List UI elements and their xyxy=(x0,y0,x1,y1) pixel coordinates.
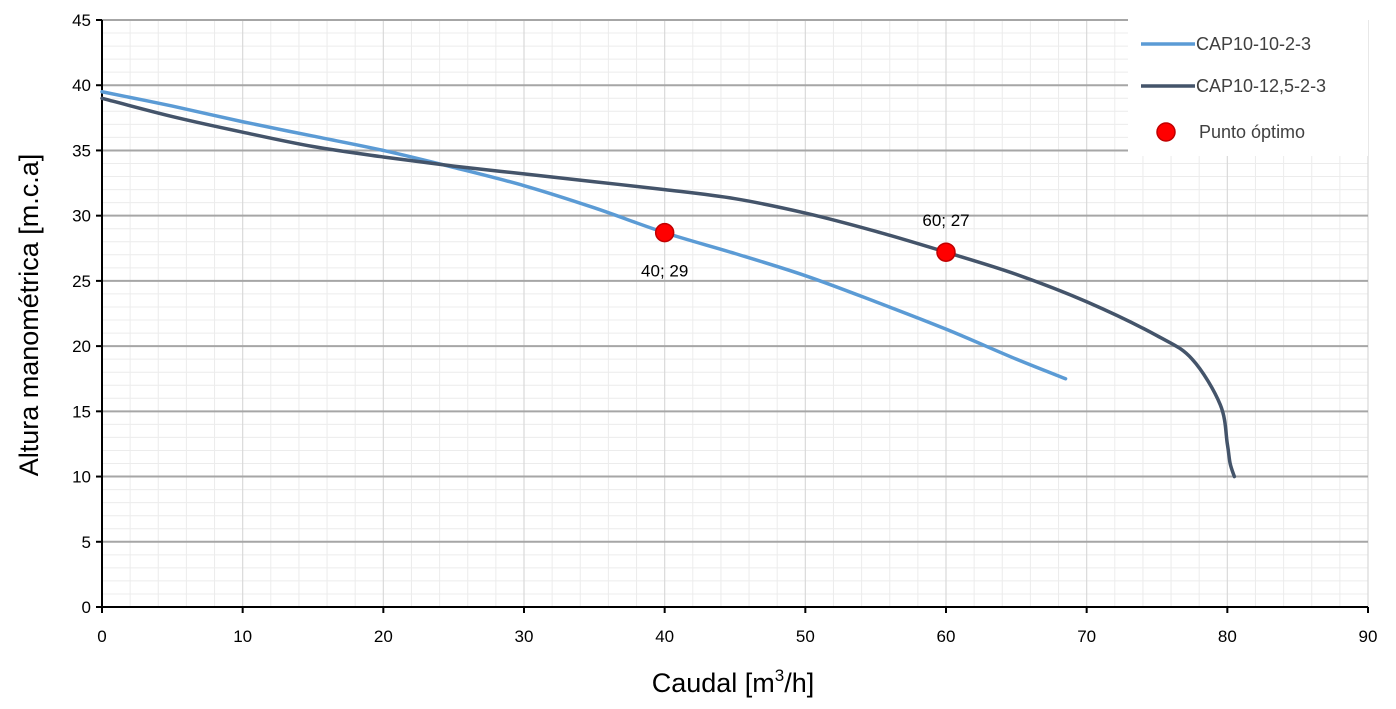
optimum-points: 40; 29 60; 27 xyxy=(641,211,970,280)
optimum-point-label: 40; 29 xyxy=(641,262,688,281)
x-tick-label: 70 xyxy=(1077,627,1096,646)
legend-label-2: CAP10-12,5-2-3 xyxy=(1196,76,1326,96)
y-axis-title: Altura manométrica [m.c.a] xyxy=(14,154,44,477)
y-tick-label: 15 xyxy=(72,402,91,421)
y-tick-label: 30 xyxy=(72,207,91,226)
y-tick-label: 40 xyxy=(72,76,91,95)
x-tick-label: 90 xyxy=(1359,627,1378,646)
x-axis-title-sup: 3 xyxy=(775,666,784,685)
legend-marker-optimum xyxy=(1156,122,1176,142)
x-tick-label: 30 xyxy=(515,627,534,646)
x-axis-title: Caudal [m3/h] xyxy=(652,666,815,698)
y-tick-label: 25 xyxy=(72,272,91,291)
x-tick-label: 10 xyxy=(233,627,252,646)
y-tick-label: 10 xyxy=(72,468,91,487)
y-tick-label: 35 xyxy=(72,141,91,160)
legend-label-3: Punto óptimo xyxy=(1199,122,1305,142)
tick-labels: 0 10 20 30 40 50 60 70 80 90 0 5 10 15 20 25 30 35 40 45 xyxy=(72,11,1377,646)
legend-label-1: CAP10-10-2-3 xyxy=(1196,34,1311,54)
optimum-point-marker xyxy=(936,242,956,262)
minor-gridlines xyxy=(102,20,1368,607)
series-line-1 xyxy=(100,89,1068,381)
optimum-point-label: 60; 27 xyxy=(922,211,969,230)
x-axis-title-end: /h] xyxy=(784,668,814,698)
axes xyxy=(96,19,1369,613)
y-tick-label: 0 xyxy=(82,598,91,617)
x-tick-label: 0 xyxy=(97,627,106,646)
optimum-point-marker xyxy=(654,222,675,243)
series-line-2 xyxy=(100,96,1237,479)
y-tick-label: 5 xyxy=(82,533,91,552)
x-tick-label: 80 xyxy=(1218,627,1237,646)
x-tick-label: 20 xyxy=(374,627,393,646)
x-axis-title-main: Caudal [m xyxy=(652,668,775,698)
series-lines xyxy=(100,89,1237,479)
x-tick-label: 40 xyxy=(655,627,674,646)
x-tick-label: 50 xyxy=(796,627,815,646)
x-tick-label: 60 xyxy=(937,627,956,646)
y-tick-label: 20 xyxy=(72,337,91,356)
y-tick-label: 45 xyxy=(72,11,91,30)
legend: CAP10-10-2-3 CAP10-12,5-2-3 Punto óptimo xyxy=(1128,18,1368,156)
